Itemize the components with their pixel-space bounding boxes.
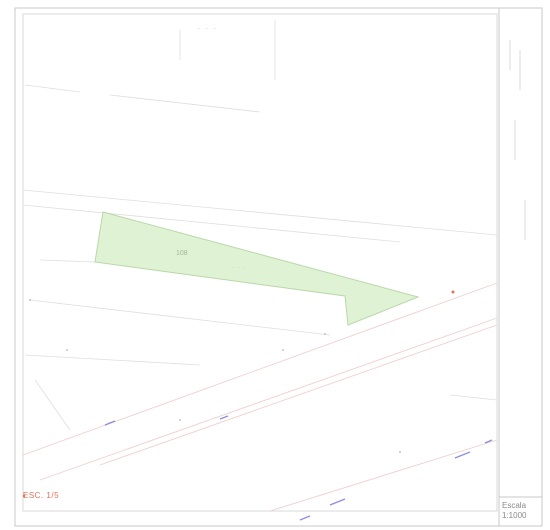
street-line xyxy=(34,379,71,431)
road-line xyxy=(39,317,498,481)
road-markers xyxy=(104,415,493,521)
road-line xyxy=(99,324,498,466)
street-line xyxy=(29,299,331,336)
scale-box: Escala 1:1000 xyxy=(500,501,542,525)
road-line xyxy=(269,439,498,512)
road-lines xyxy=(22,282,498,512)
street-line xyxy=(449,394,498,401)
map-tick xyxy=(66,349,68,351)
street-line xyxy=(24,84,81,93)
side-notes xyxy=(510,300,520,480)
title-strip-marks xyxy=(509,40,526,240)
street-line xyxy=(24,354,201,366)
street-line xyxy=(22,204,401,243)
street-lines xyxy=(22,20,498,431)
map-tick xyxy=(324,333,326,335)
map-tick xyxy=(29,299,31,301)
map-tick xyxy=(282,349,284,351)
parcel-tag: · · · xyxy=(232,265,247,271)
scale-title: Escala xyxy=(502,501,527,510)
road-marker xyxy=(454,451,471,459)
parcel-number: 108 xyxy=(176,250,188,257)
side-title xyxy=(483,14,491,74)
road-line xyxy=(22,282,498,456)
road-marker xyxy=(484,439,493,444)
top-code: · · · xyxy=(198,26,218,32)
map-ticks xyxy=(29,299,401,453)
scale-value: 1:1000 xyxy=(502,511,527,520)
road-marker xyxy=(104,420,116,426)
survey-point xyxy=(451,290,455,294)
map-frame xyxy=(14,7,543,527)
map-tick xyxy=(179,419,181,421)
road-marker xyxy=(219,415,229,420)
road-marker xyxy=(329,498,346,506)
survey-points xyxy=(22,290,455,498)
street-line xyxy=(109,94,261,113)
corner-label: ESC. 1/5 xyxy=(23,491,60,500)
street-line xyxy=(22,189,498,236)
street-line xyxy=(39,259,96,263)
map-border xyxy=(22,13,498,512)
map-tick xyxy=(399,451,401,453)
survey-point xyxy=(22,494,26,498)
road-marker xyxy=(299,515,311,521)
highlighted-parcel[interactable] xyxy=(94,211,420,326)
